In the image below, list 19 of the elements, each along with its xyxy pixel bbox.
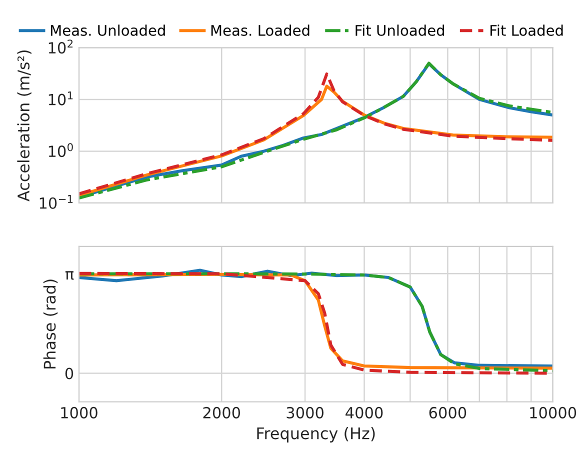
x-tick-label: 10000 [530, 406, 576, 418]
legend-label: Meas. Unloaded [50, 24, 165, 36]
y-axis-title: Acceleration (m/s²) [17, 50, 32, 202]
legend-label: Meas. Loaded [211, 24, 310, 36]
y-tick-label: 10$^{2}$ [48, 40, 73, 54]
x-tick-label: 2000 [203, 406, 240, 418]
y-axis-title: Phase (rad) [43, 280, 58, 368]
x-tick-label: 6000 [429, 406, 466, 418]
y-tick-label: 10$^{1}$ [48, 91, 73, 106]
x-tick-label: 3000 [286, 406, 324, 418]
y-tick-label: 10$^{0}$ [48, 143, 73, 158]
y-tick-label: π [65, 271, 74, 280]
y-tick-label: 0 [65, 368, 74, 380]
x-tick-label: 1000 [61, 406, 98, 418]
x-axis-title: Frequency (Hz) [257, 427, 375, 442]
legend-label: Fit Loaded [490, 24, 563, 36]
y-tick-label: 10$^{−1}$ [40, 195, 73, 209]
legend-label: Fit Unloaded [356, 24, 444, 36]
x-tick-label: 4000 [346, 406, 383, 418]
